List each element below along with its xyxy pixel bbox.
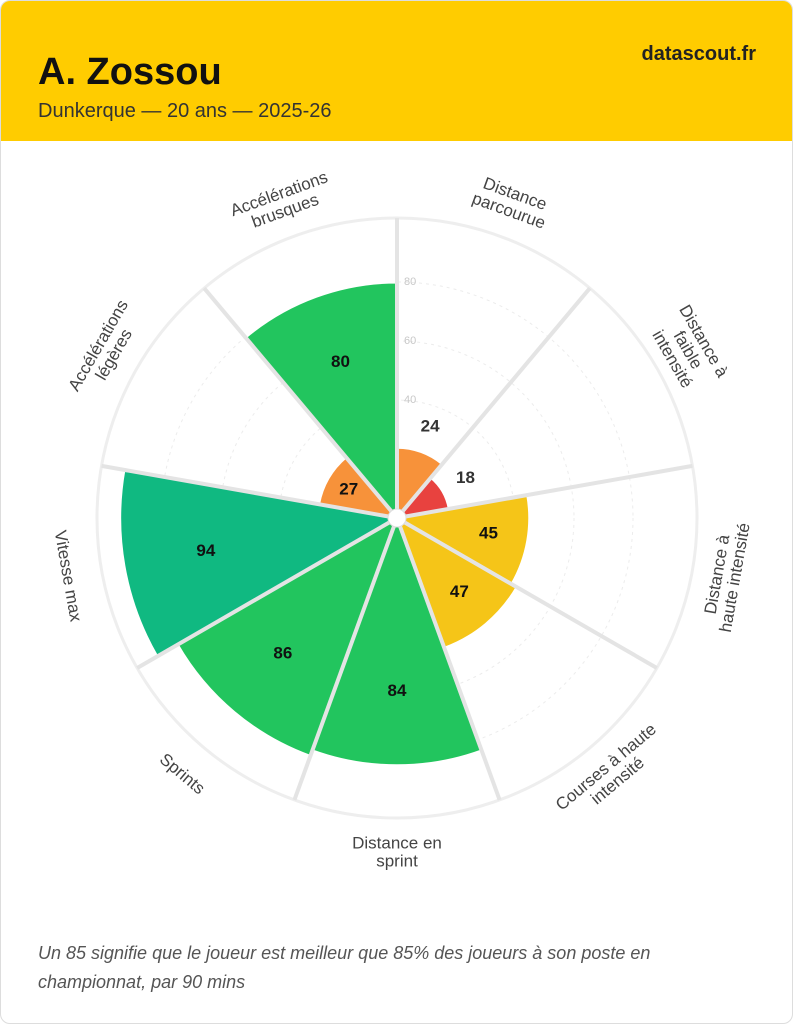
wedge <box>243 280 399 523</box>
value-label: 24 <box>421 417 440 436</box>
category-line: Sprints <box>156 750 209 799</box>
category-label: Sprints <box>156 750 209 799</box>
brand: datascout.fr <box>641 43 756 65</box>
category-line: sprint <box>376 851 418 870</box>
hub <box>387 508 407 528</box>
value-label: 47 <box>450 582 469 601</box>
wedge <box>392 493 532 587</box>
spoke <box>101 463 398 520</box>
category-line: Vitesse max <box>51 529 86 624</box>
value-label: 18 <box>456 468 475 487</box>
value-label: 80 <box>331 352 350 371</box>
value-label: 86 <box>273 644 292 663</box>
tick-label: 40 <box>404 394 416 406</box>
wedge <box>118 468 402 659</box>
value-label: 27 <box>339 480 358 499</box>
wedge <box>310 513 484 768</box>
spoke <box>202 286 399 520</box>
grid-circle <box>160 281 634 755</box>
value-label: 94 <box>196 541 215 560</box>
header: A. Zossou Dunkerque — 20 ans — 2025-26 d… <box>1 1 792 141</box>
value-label: 84 <box>388 681 407 700</box>
category-line: Distance en <box>352 833 442 852</box>
tick-label: 60 <box>404 335 416 347</box>
title: A. Zossou <box>38 51 222 93</box>
value-label: 45 <box>479 524 498 543</box>
spoke <box>292 517 399 801</box>
spoke <box>395 286 592 520</box>
spoke <box>136 516 399 670</box>
footnote: Un 85 signifie que le joueur est meilleu… <box>38 943 651 992</box>
category-label: Vitesse max <box>51 529 86 624</box>
spoke <box>395 516 658 670</box>
tick-label: 80 <box>404 276 416 288</box>
spoke <box>396 463 693 520</box>
subtitle: Dunkerque — 20 ans — 2025-26 <box>38 100 332 122</box>
wedge <box>175 514 400 759</box>
wedge <box>394 514 520 651</box>
spoke <box>395 517 502 801</box>
